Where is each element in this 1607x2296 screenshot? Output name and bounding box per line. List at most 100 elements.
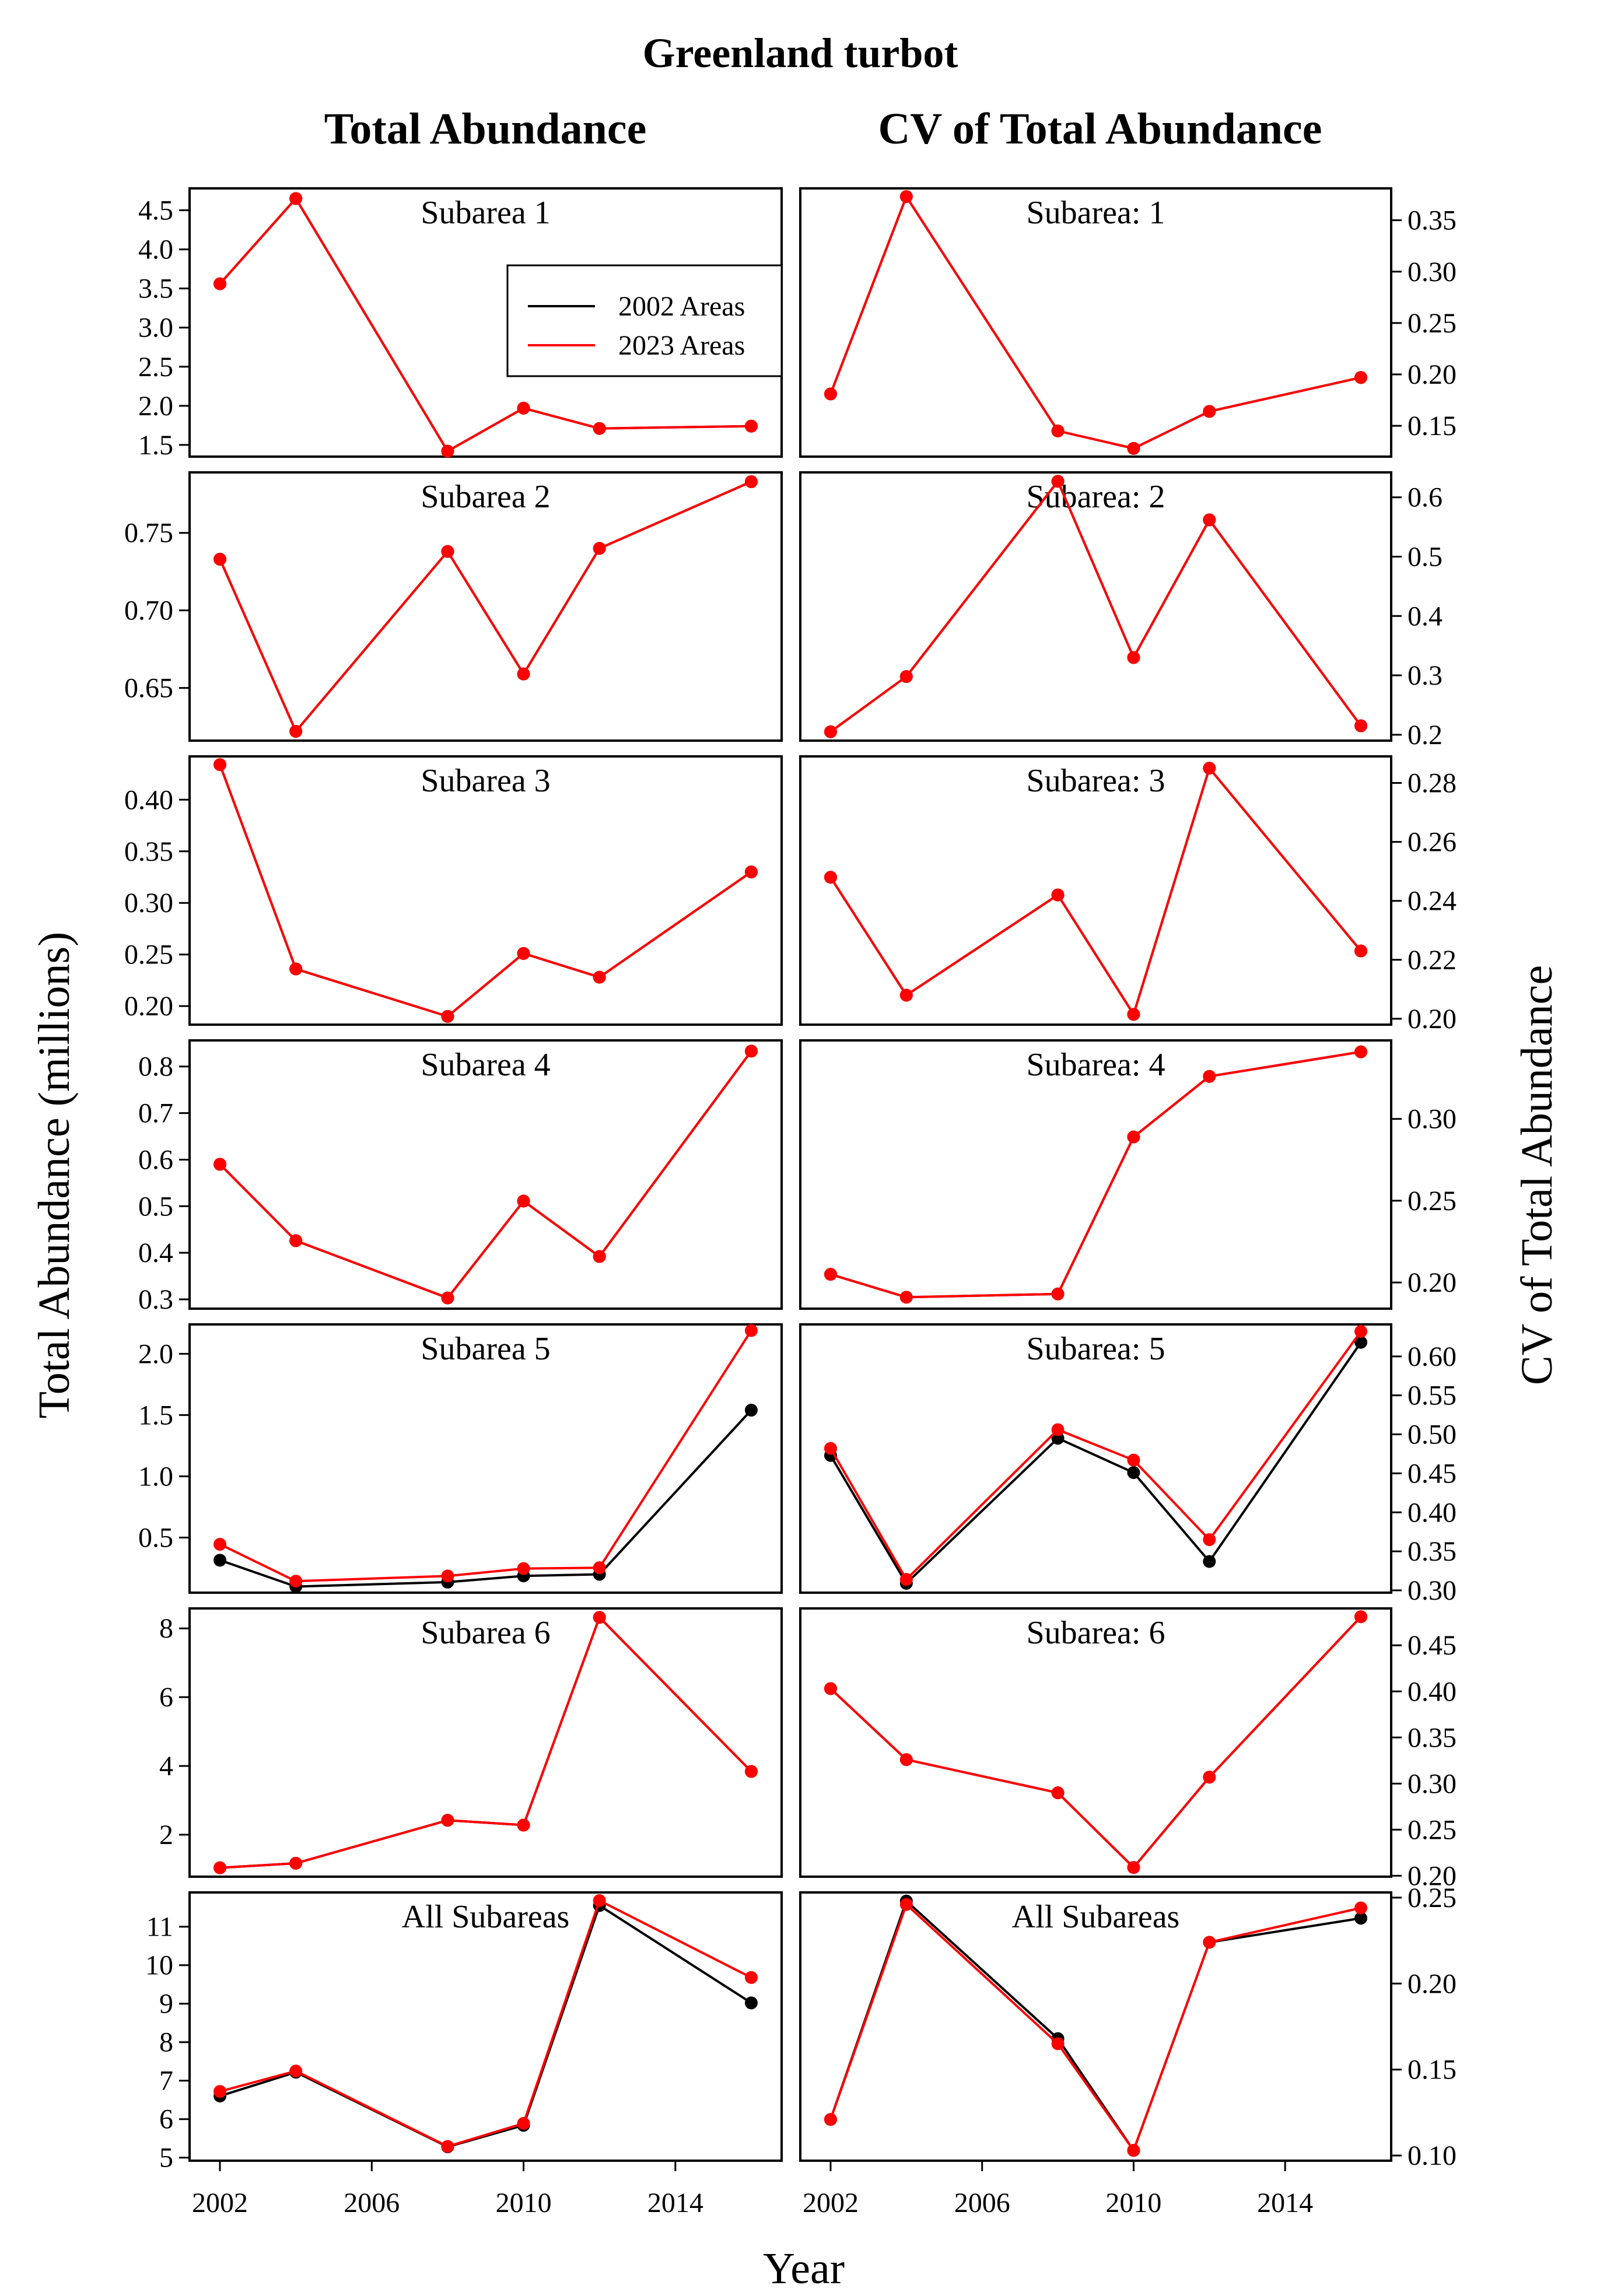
y-tick-label: 0.30 — [1408, 1575, 1457, 1606]
y-tick-label: 7 — [159, 2066, 173, 2097]
data-point — [441, 545, 454, 558]
y-tick-label: 0.10 — [1408, 2140, 1457, 2171]
series-line — [219, 197, 751, 453]
panel-label: All Subareas — [402, 1899, 570, 1935]
data-point — [517, 667, 530, 681]
data-point — [213, 552, 227, 566]
data-point — [441, 1291, 454, 1305]
x-tick-label: 2006 — [954, 2188, 1010, 2218]
data-point — [824, 1268, 837, 1281]
y-axis-title-right: CV of Total Abundance — [1513, 965, 1562, 1385]
y-tick-label: 0.15 — [1408, 2055, 1457, 2085]
data-point — [1051, 1287, 1065, 1301]
data-point — [744, 419, 758, 433]
series-line — [829, 766, 1362, 1018]
panel-9: Subarea 5 0.5 1.0 1.5 2.0 — [138, 1323, 783, 1594]
y-tick-label: 0.45 — [1408, 1458, 1457, 1489]
data-point — [517, 401, 530, 415]
y-tick-label: 0.5 — [1408, 542, 1443, 573]
y-tick-label: 0.25 — [1408, 1186, 1457, 1217]
data-point — [1127, 1008, 1140, 1021]
y-tick-label: 4.5 — [138, 195, 173, 226]
y-tick-label: 0.4 — [1408, 601, 1443, 632]
y-tick-label: 1.0 — [138, 1461, 173, 1492]
series-line — [829, 1899, 1361, 2153]
panel-label: Subarea: 2 — [1027, 479, 1165, 515]
data-point — [213, 1861, 227, 1874]
data-point — [1203, 762, 1216, 775]
data-point — [1354, 1325, 1368, 1338]
y-tick-label: 0.65 — [124, 673, 173, 704]
y-tick-label: 0.5 — [138, 1522, 173, 1553]
panel-8: Subarea: 4 0.20 0.25 0.30 — [799, 1039, 1457, 1310]
data-point — [1354, 1045, 1368, 1058]
data-point — [1051, 424, 1065, 437]
y-tick-label: 0.40 — [1408, 1676, 1457, 1707]
panel-frame — [188, 755, 783, 1026]
panel-frame — [799, 471, 1392, 742]
data-point — [1354, 719, 1368, 732]
panel-frame — [188, 1891, 783, 2162]
data-point — [1051, 1786, 1065, 1800]
panel-label: Subarea: 3 — [1027, 763, 1165, 799]
data-point — [1127, 441, 1140, 455]
x-tick-label: 2002 — [192, 2188, 248, 2218]
panel-label: All Subareas — [1012, 1899, 1180, 1935]
data-point — [824, 871, 837, 884]
data-point — [744, 1404, 758, 1417]
data-point — [1127, 1130, 1140, 1144]
data-point — [744, 1996, 758, 2010]
data-point — [1051, 1423, 1065, 1436]
y-tick-label: 0.25 — [1408, 1883, 1457, 1913]
legend: 2002 Areas 2023 Areas — [506, 264, 783, 377]
data-point — [1203, 1771, 1216, 1784]
series-line — [829, 1330, 1362, 1582]
data-point — [899, 988, 913, 1002]
y-tick-label: 0.30 — [1408, 257, 1457, 288]
panel-label: Subarea: 5 — [1027, 1331, 1165, 1367]
data-point — [1354, 1335, 1368, 1349]
data-point — [593, 542, 606, 555]
data-point — [824, 2113, 837, 2126]
panel-label: Subarea 4 — [421, 1047, 550, 1083]
panel-11: Subarea 6 2 4 6 8 — [159, 1607, 783, 1878]
y-tick-label: 4 — [159, 1751, 173, 1782]
panel-frame — [188, 471, 783, 742]
series-line — [829, 194, 1361, 450]
y-tick-label: 9 — [159, 1989, 173, 2020]
data-point — [899, 1291, 913, 1304]
panel-label: Subarea 1 — [421, 195, 550, 231]
y-tick-label: 2 — [159, 1820, 173, 1850]
panel-14: All Subareas 0.10 0.15 0.20 0.25 2002 2006 2010… — [799, 1883, 1457, 2218]
x-tick-label: 2010 — [496, 2188, 552, 2218]
panel-12: Subarea: 6 0.20 0.25 0.30 0.35 0.40 0.45 — [799, 1607, 1457, 1891]
y-tick-label: 0.8 — [138, 1051, 173, 1082]
y-tick-label: 0.35 — [1408, 1536, 1457, 1567]
y-tick-label: 8 — [159, 2027, 173, 2058]
x-axis-title: Year — [763, 2244, 845, 2293]
x-tick-label: 2002 — [803, 2188, 859, 2218]
data-point — [899, 1573, 913, 1586]
data-point — [824, 387, 837, 401]
data-point — [824, 725, 837, 738]
data-point — [744, 865, 758, 879]
data-point — [593, 1894, 606, 1907]
y-tick-label: 0.5 — [138, 1191, 173, 1222]
panel-13: All Subareas 5 6 7 8 9 10 11 2002 2006 2010 2014 — [145, 1891, 783, 2218]
data-point — [289, 2064, 303, 2078]
data-point — [441, 1009, 454, 1023]
x-tick-label: 2006 — [344, 2188, 400, 2218]
series-line — [219, 1330, 752, 1583]
data-point — [289, 192, 303, 205]
y-tick-label: 0.35 — [1408, 205, 1457, 236]
y-tick-label: 3.0 — [138, 313, 173, 343]
series-line — [219, 1050, 752, 1299]
data-point — [1203, 513, 1216, 527]
y-tick-label: 0.6 — [1408, 482, 1443, 513]
y-tick-label: 0.25 — [1408, 308, 1457, 339]
panel-frame — [799, 1039, 1392, 1310]
data-point — [441, 444, 454, 458]
series-line — [219, 481, 752, 734]
panel-frame — [799, 1323, 1392, 1594]
series-line — [219, 1409, 752, 1588]
